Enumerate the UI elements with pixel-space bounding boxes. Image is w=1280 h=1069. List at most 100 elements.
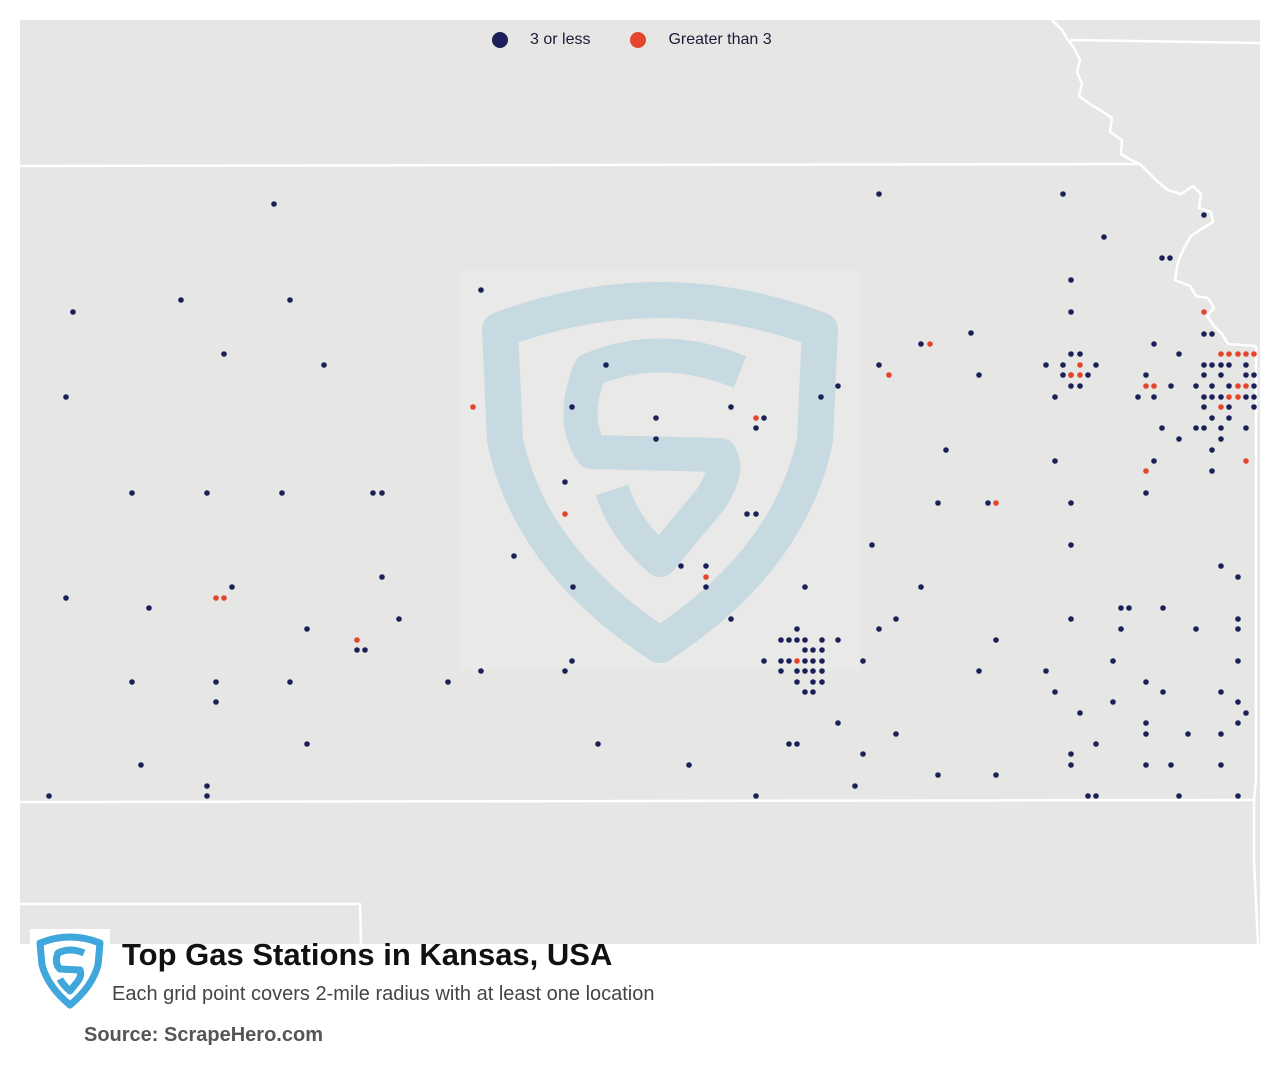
- grid-point-low: [1168, 383, 1174, 389]
- grid-point-low: [1243, 362, 1249, 368]
- grid-point-low: [1068, 762, 1074, 768]
- grid-point-high: [1226, 351, 1232, 357]
- grid-point-high: [562, 511, 568, 517]
- scrapehero-shield-watermark-icon: [482, 282, 838, 663]
- grid-point-low: [569, 404, 575, 410]
- grid-point-low: [562, 479, 568, 485]
- grid-point-low: [1209, 331, 1215, 337]
- grid-point-low: [860, 658, 866, 664]
- grid-point-low: [802, 668, 808, 674]
- grid-point-high: [1243, 458, 1249, 464]
- grid-point-high: [1251, 351, 1257, 357]
- grid-point-low: [569, 658, 575, 664]
- grid-point-low: [794, 637, 800, 643]
- legend-dot-high: [630, 32, 647, 48]
- grid-point-low: [1218, 436, 1224, 442]
- grid-point-low: [1226, 362, 1232, 368]
- grid-point-low: [1077, 710, 1083, 716]
- grid-point-low: [778, 668, 784, 674]
- grid-point-low: [603, 362, 609, 368]
- grid-point-high: [1243, 351, 1249, 357]
- grid-point-high: [213, 595, 219, 601]
- grid-point-high: [1218, 404, 1224, 410]
- grid-point-high: [354, 637, 360, 643]
- grid-point-low: [1143, 720, 1149, 726]
- grid-point-low: [976, 668, 982, 674]
- grid-point-low: [1209, 468, 1215, 474]
- grid-point-low: [1085, 372, 1091, 378]
- nebraska-kansas-border: [20, 162, 1141, 168]
- grid-point-low: [835, 383, 841, 389]
- grid-point-high: [1077, 362, 1083, 368]
- grid-point-high: [1068, 372, 1074, 378]
- grid-point-low: [753, 425, 759, 431]
- grid-point-low: [1093, 741, 1099, 747]
- grid-point-low: [1226, 404, 1232, 410]
- grid-point-low: [876, 626, 882, 632]
- grid-point-low: [1052, 394, 1058, 400]
- grid-point-low: [678, 563, 684, 569]
- legend-label-high: Greater than 3: [668, 31, 772, 48]
- grid-point-low: [1052, 689, 1058, 695]
- grid-point-low: [794, 626, 800, 632]
- grid-point-low: [1243, 710, 1249, 716]
- grid-point-low: [1085, 793, 1091, 799]
- grid-point-high: [221, 595, 227, 601]
- grid-point-low: [753, 793, 759, 799]
- grid-point-low: [1167, 255, 1173, 261]
- grid-point-low: [1226, 383, 1232, 389]
- grid-point-low: [1143, 679, 1149, 685]
- grid-point-high: [886, 372, 892, 378]
- grid-point-low: [1251, 394, 1257, 400]
- grid-point-low: [478, 668, 484, 674]
- grid-point-low: [810, 689, 816, 695]
- grid-point-low: [686, 762, 692, 768]
- grid-point-low: [1193, 626, 1199, 632]
- map-title: Top Gas Stations in Kansas, USA: [122, 937, 613, 972]
- grid-point-low: [1243, 425, 1249, 431]
- kansas-oklahoma-border: [20, 798, 1255, 804]
- missouri-river-border: [1051, 20, 1257, 348]
- grid-point-low: [1176, 436, 1182, 442]
- grid-point-low: [1218, 563, 1224, 569]
- grid-point-low: [287, 297, 293, 303]
- grid-point-low: [935, 772, 941, 778]
- grid-point-low: [1060, 372, 1066, 378]
- grid-point-low: [819, 668, 825, 674]
- grid-point-high: [1226, 394, 1232, 400]
- grid-point-low: [1201, 372, 1207, 378]
- grid-point-high: [794, 658, 800, 664]
- grid-point-low: [876, 191, 882, 197]
- grid-point-low: [204, 490, 210, 496]
- legend-dot-low: [492, 32, 508, 48]
- grid-point-low: [70, 309, 76, 315]
- grid-point-low: [63, 394, 69, 400]
- grid-point-low: [1077, 383, 1083, 389]
- grid-point-low: [1201, 331, 1207, 337]
- grid-point-low: [1068, 542, 1074, 548]
- grid-point-low: [1218, 425, 1224, 431]
- grid-point-low: [1126, 605, 1132, 611]
- grid-point-low: [918, 341, 924, 347]
- grid-point-low: [1218, 394, 1224, 400]
- grid-point-low: [304, 626, 310, 632]
- source-credit: Source: ScrapeHero.com: [84, 1024, 323, 1046]
- grid-point-low: [354, 647, 360, 653]
- grid-point-low: [370, 490, 376, 496]
- grid-point-low: [1110, 658, 1116, 664]
- oklahoma-panhandle-border: [20, 902, 363, 944]
- grid-point-low: [1209, 362, 1215, 368]
- grid-point-low: [993, 637, 999, 643]
- grid-point-low: [835, 637, 841, 643]
- grid-point-low: [976, 372, 982, 378]
- grid-point-low: [778, 658, 784, 664]
- grid-point-low: [1159, 425, 1165, 431]
- grid-point-low: [1093, 793, 1099, 799]
- grid-point-low: [1193, 425, 1199, 431]
- grid-point-low: [819, 647, 825, 653]
- grid-point-low: [1235, 720, 1241, 726]
- grid-point-low: [1235, 626, 1241, 632]
- grid-point-low: [1209, 383, 1215, 389]
- grid-point-low: [1068, 500, 1074, 506]
- grid-point-low: [1060, 362, 1066, 368]
